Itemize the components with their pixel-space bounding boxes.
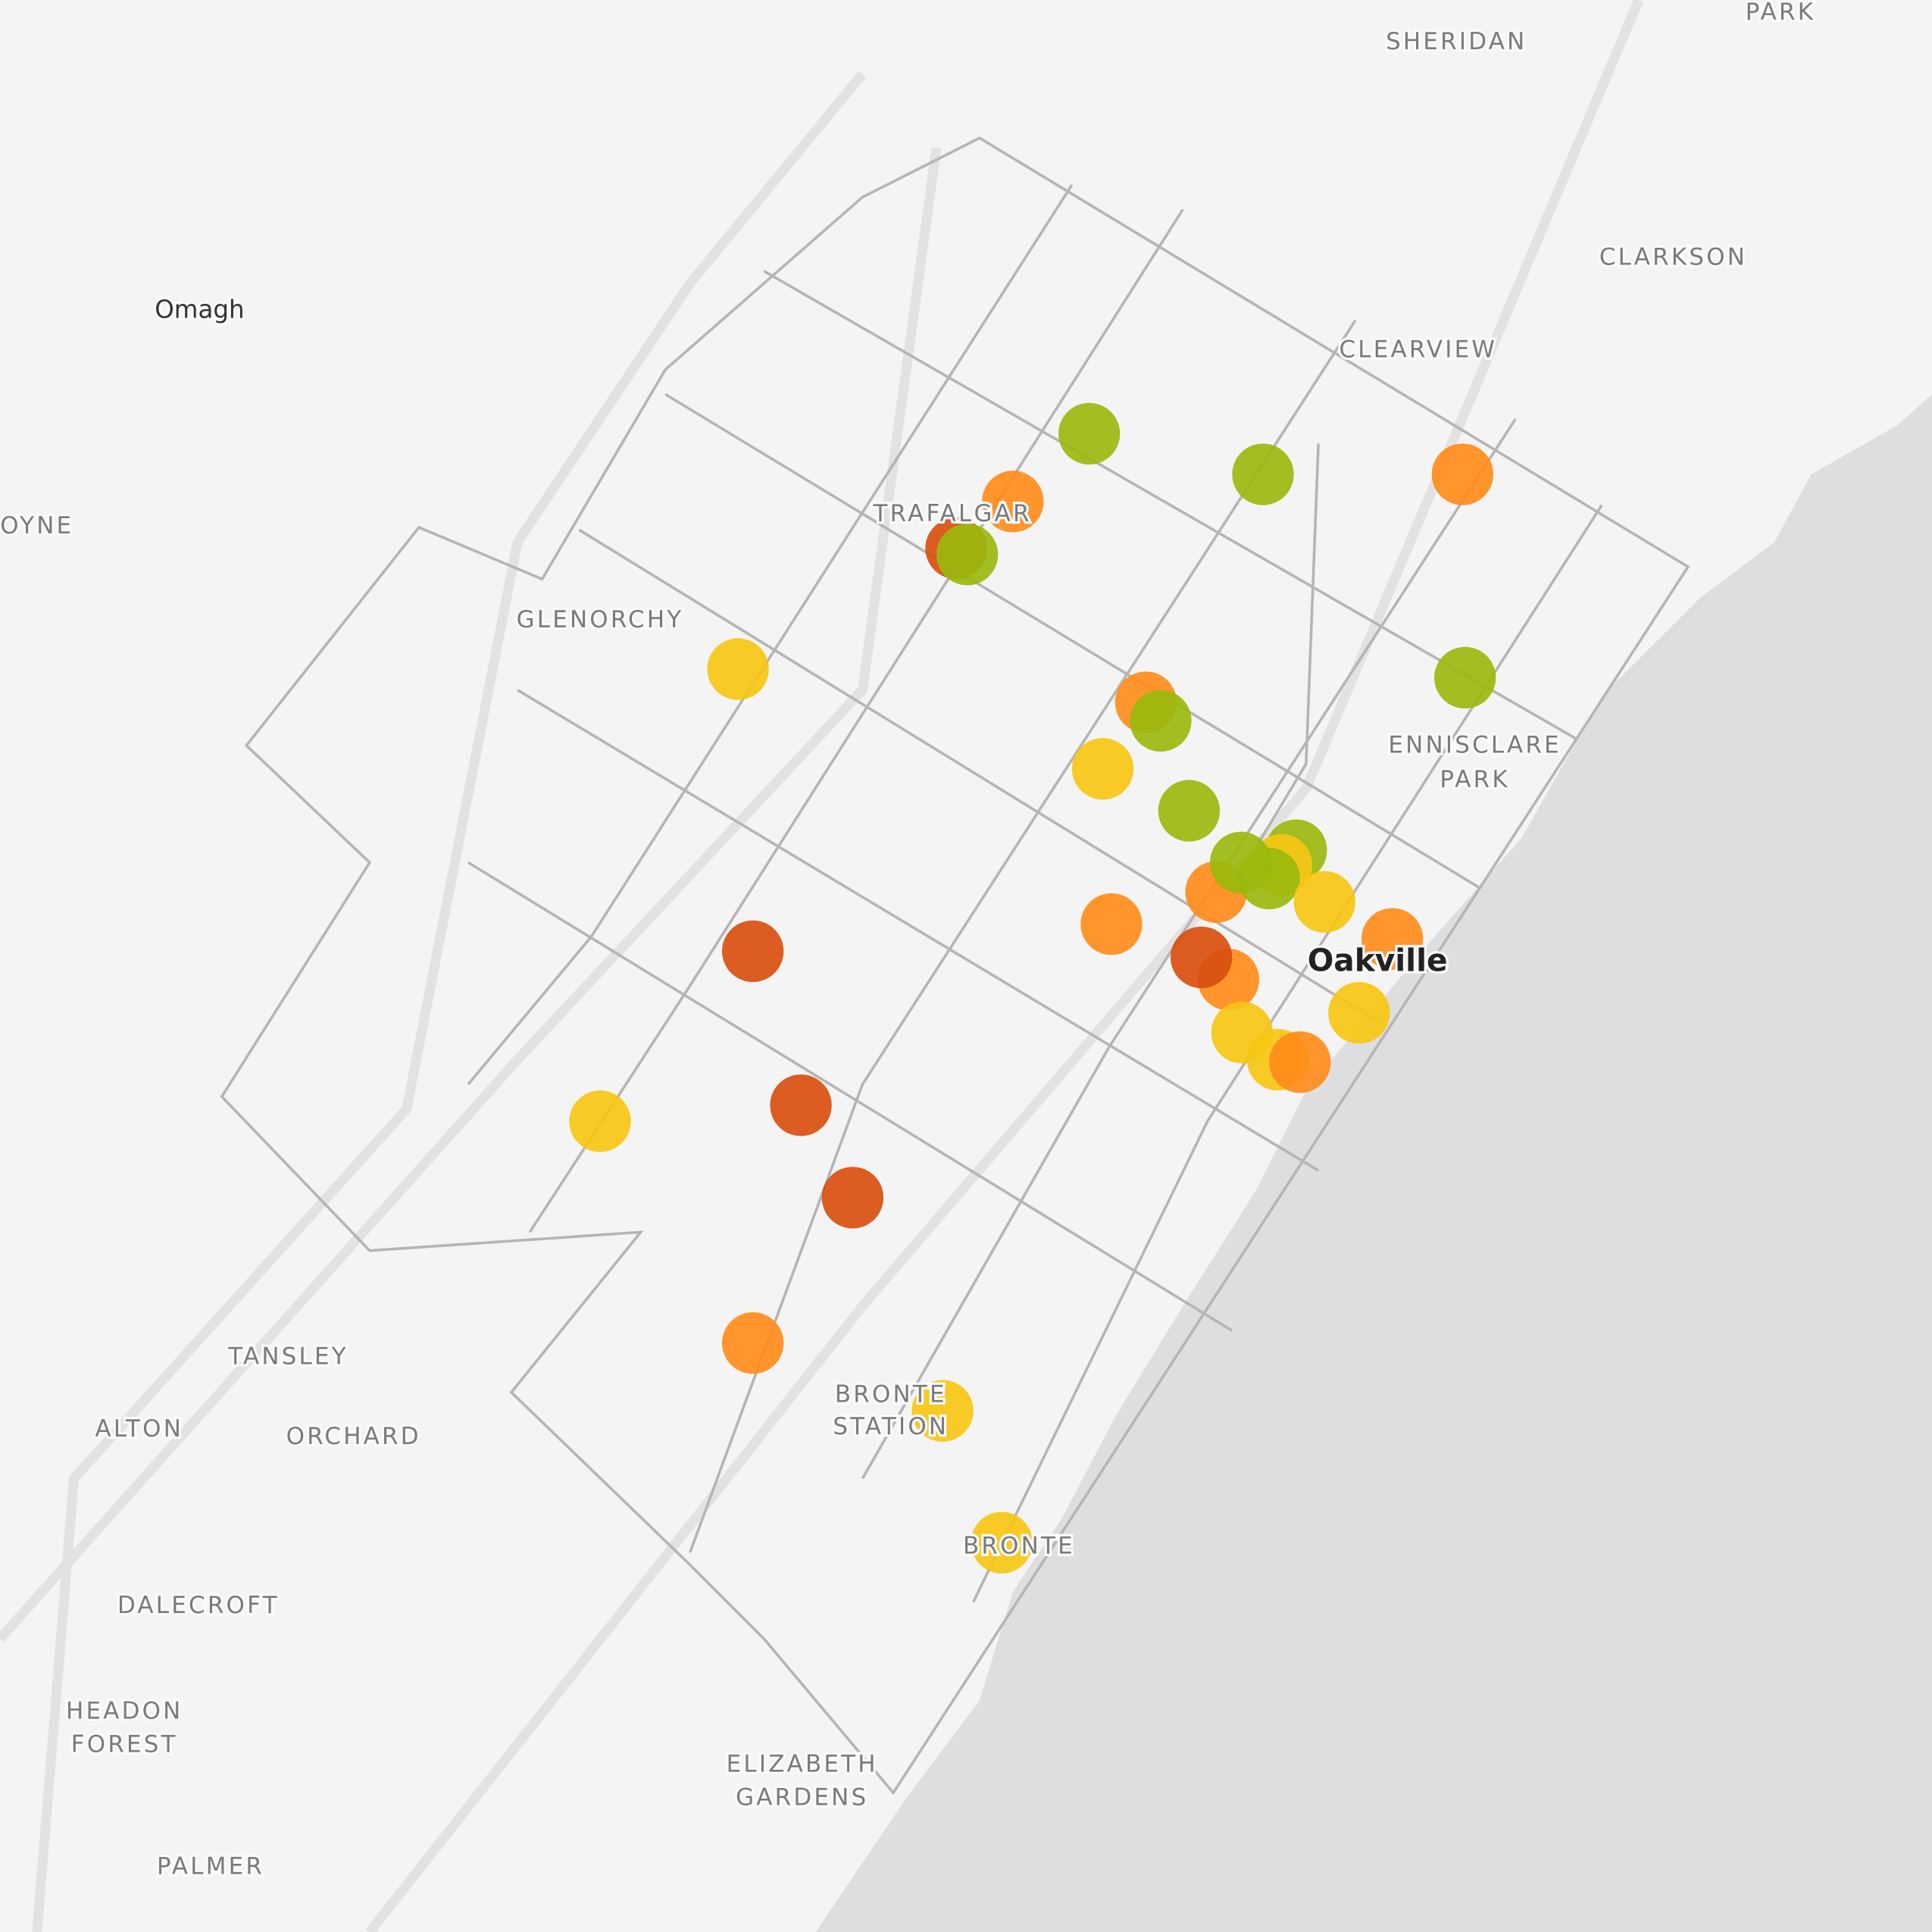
place-label: ELIZABETH GARDENS: [727, 1751, 878, 1812]
road: [972, 504, 1603, 1602]
roads: [220, 136, 1690, 1796]
marker[interactable]: [971, 1512, 1033, 1574]
place-label: Oakville: [1308, 943, 1448, 979]
place-label: ORCHARD: [286, 1423, 421, 1450]
label-line: ELIZABETH: [727, 1751, 878, 1778]
road: [528, 208, 1184, 1233]
place-label: ENNISCLARE PARK: [1388, 732, 1561, 794]
highway: [0, 147, 942, 1643]
marker[interactable]: [569, 1090, 631, 1152]
road: [689, 319, 1357, 1553]
marker[interactable]: [1232, 443, 1294, 505]
label-line: ENNISCLARE: [1388, 732, 1561, 759]
road: [664, 392, 1480, 889]
place-label: PALMER: [157, 1853, 264, 1880]
place-label: ALTON: [95, 1415, 183, 1443]
road: [467, 183, 1074, 1086]
label-line: HEADON: [66, 1698, 183, 1725]
marker[interactable]: [1328, 982, 1390, 1044]
marker[interactable]: [821, 1167, 884, 1229]
marker[interactable]: [1431, 443, 1494, 505]
place-label: TANSLEY: [227, 1343, 349, 1370]
place-label: GLENORCHY: [517, 606, 684, 633]
marker[interactable]: [721, 920, 784, 983]
label-line: STATION: [833, 1413, 949, 1440]
marker[interactable]: [1071, 738, 1134, 800]
place-label: BRONTE STATION: [833, 1381, 949, 1440]
marker[interactable]: [1058, 402, 1121, 465]
marker[interactable]: [1080, 893, 1143, 955]
marker[interactable]: [721, 1311, 784, 1374]
label-line: PARK: [1440, 766, 1509, 793]
marker[interactable]: [911, 1380, 974, 1442]
marker[interactable]: [1130, 689, 1192, 752]
place-label: CLARKSON: [1599, 244, 1747, 271]
marker[interactable]: [770, 1074, 832, 1136]
place-label: SHERIDAN: [1386, 28, 1527, 55]
highway: [32, 70, 867, 1932]
place-label: OYNE: [0, 512, 73, 539]
marker[interactable]: [936, 524, 999, 586]
marker[interactable]: [707, 638, 769, 700]
place-label: HEADON FOREST: [66, 1698, 183, 1758]
place-label: TRAFALGAR: [873, 500, 1032, 527]
road: [861, 417, 1517, 1480]
lake: [815, 394, 1932, 1932]
marker[interactable]: [1238, 847, 1300, 910]
marker[interactable]: [1158, 780, 1221, 842]
road: [517, 689, 1320, 1172]
marker[interactable]: [982, 470, 1044, 533]
labels: SHERIDAN PARK CLARKSON Omagh CLEARVIEW O…: [0, 0, 1815, 1880]
markers: [569, 402, 1496, 1574]
road: [578, 528, 1381, 1024]
highways: [0, 0, 1643, 1932]
marker[interactable]: [1361, 908, 1424, 970]
highway: [365, 0, 1643, 1932]
label-line: FOREST: [71, 1731, 178, 1758]
marker[interactable]: [1269, 1031, 1331, 1093]
marker[interactable]: [1293, 871, 1355, 933]
road: [467, 861, 1233, 1332]
town-boundary: [220, 136, 1690, 1796]
place-label: Omagh: [155, 295, 244, 324]
place-label: CLEARVIEW: [1339, 336, 1497, 364]
place-label: DALECROFT: [117, 1592, 280, 1619]
label-line: GARDENS: [736, 1784, 868, 1811]
marker[interactable]: [1433, 646, 1496, 709]
place-label: PARK: [1746, 0, 1815, 26]
marker[interactable]: [1170, 926, 1233, 989]
place-label: BRONTE: [963, 1533, 1075, 1560]
label-line: BRONTE: [835, 1381, 947, 1408]
